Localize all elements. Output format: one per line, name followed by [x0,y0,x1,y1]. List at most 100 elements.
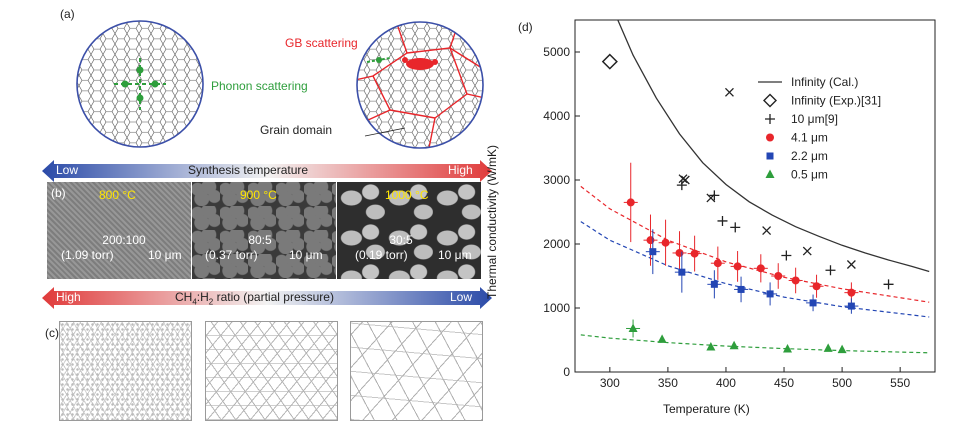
grain-map-900 [205,321,338,421]
fit-line-2 [580,334,930,354]
point-4-1um [661,238,670,247]
y-tick-label: 4000 [543,109,570,123]
fit-line-0 [580,185,930,303]
x-tick-label: 500 [832,376,852,390]
x-tick-label: 450 [774,376,794,390]
grain-domain-label: Grain domain [260,123,333,137]
point-4-1um [756,264,765,273]
point-4-1um [774,272,783,280]
point-10um-cross [802,246,812,256]
x-tick-label: 300 [600,376,620,390]
panel-a-label: (a) [60,7,75,21]
point-10um-plus [717,215,728,226]
point-4-1um [690,249,699,258]
point-10um-plus [676,180,687,191]
ratio-arrow-title: CH4:H2 ratio (partial pressure) [175,290,334,307]
legend-swatch-triangle [765,169,775,178]
point-10um-plus [825,265,836,276]
grain-map-1000 [350,321,483,421]
sem-scale-900: 10 μm [289,248,323,262]
point-2-2um [649,248,657,256]
sem-temp-800: 800 °C [99,188,136,202]
sem-image-1000: 1000 °C 30:5 (0.19 torr) 10 μm [337,182,481,279]
point-2-2um [847,302,855,310]
point-0-5um [706,342,716,351]
single-crystal-circle [76,20,204,148]
legend-label: Infinity (Exp.)[31] [791,94,881,108]
point-10um-cross [762,226,772,236]
point-2-2um [710,280,718,288]
x-axis-label: Temperature (K) [663,402,750,416]
legend-label: 4.1 μm [791,131,828,145]
y-tick-label: 5000 [543,45,570,59]
point-2-2um [737,285,745,293]
point-2-2um [678,268,686,276]
panel-d-label: (d) [518,20,533,34]
x-tick-label: 400 [716,376,736,390]
sem-scale-1000: 10 μm [438,248,472,262]
sem-pressure-900: (0.37 torr) [205,248,258,262]
sem-image-800: (b) 800 °C 200:100 (1.09 torr) 10 μm [47,182,191,279]
ratio-high-label: High [56,290,81,304]
point-4-1um [791,276,800,285]
point-4-1um [626,198,635,207]
sem-image-900: 900 °C 80:5 (0.37 torr) 10 μm [192,182,336,279]
point-4-1um [812,282,821,291]
sem-scale-800: 10 μm [148,248,182,262]
point-10um-plus [730,222,741,233]
temp-high-label: High [448,163,473,177]
sem-temp-1000: 1000 °C [385,188,429,202]
y-tick-label: 1000 [543,301,570,315]
legend-label: Infinity (Cal.) [791,75,858,89]
legend-label: 2.2 μm [791,149,828,163]
point-4-1um [733,262,742,271]
sem-temp-900: 900 °C [240,188,277,202]
sem-ratio-1000: 30:5 [389,233,413,247]
x-tick-label: 550 [890,376,910,390]
sem-ratio-900: 80:5 [248,233,272,247]
phonon-scattering-label: Phonon scattering [211,79,308,93]
legend-label: 10 μm[9] [791,112,838,126]
point-2-2um [766,290,774,298]
panel-b-label: (b) [51,186,66,200]
legend-swatch-square [766,152,774,160]
point-0-5um [657,334,667,343]
ratio-low-label: Low [450,290,473,304]
point-10um-cross [680,175,690,185]
point-10um-plus [781,250,792,261]
y-tick-label: 2000 [543,237,570,251]
y-tick-label: 3000 [543,173,570,187]
gb-scattering-label: GB scattering [285,36,358,50]
point-4-1um [713,259,722,268]
legend-swatch-circle [766,133,774,142]
temp-low-label: Low [56,163,79,177]
temperature-arrow [42,160,492,182]
point-0-5um [628,323,638,332]
point-infinity-exp [601,53,618,70]
sem-pressure-800: (1.09 torr) [61,248,114,262]
point-10um-plus [883,279,894,290]
fit-line-1 [580,221,930,318]
legend-swatch-plus [765,114,775,124]
grain-map-800 [59,321,192,421]
point-0-5um [823,343,833,352]
point-4-1um [847,288,856,297]
plot-area [580,20,930,354]
y-tick-label: 0 [563,365,570,379]
point-2-2um [809,299,817,307]
polycrystal-circle [356,21,484,149]
infinity-cal-line [617,20,930,273]
panel-a-illustration [76,20,484,149]
sem-pressure-1000: (0.19 torr) [355,248,408,262]
point-10um-cross [724,87,734,97]
point-0-5um [837,344,847,354]
point-10um-cross [678,174,688,184]
point-0-5um [729,340,739,350]
x-tick-label: 350 [658,376,678,390]
sem-ratio-800: 200:100 [102,233,146,247]
point-10um-cross [846,260,856,269]
ratio-arrow [42,287,492,309]
legend-swatch-diamond [763,93,777,108]
plot-frame [574,19,936,373]
